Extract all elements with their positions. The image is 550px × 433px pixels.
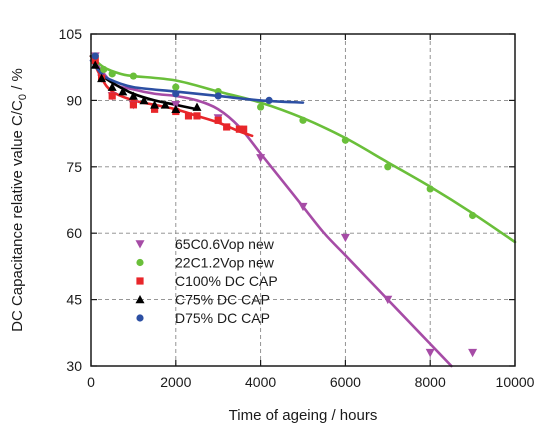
- data-point-series-4: [118, 87, 128, 96]
- x-tick-label: 6000: [330, 374, 361, 390]
- data-point-series-2: [129, 72, 137, 80]
- data-point-series-2: [469, 211, 477, 220]
- data-point-series-4: [192, 102, 202, 111]
- y-axis-label-subscript: 0: [17, 94, 29, 100]
- legend-label-4: C75% DC CAP: [175, 292, 270, 308]
- data-point-series-4: [97, 73, 107, 83]
- data-point-series-3: [235, 125, 243, 133]
- y-tick-label: 60: [66, 225, 82, 241]
- data-point-series-1: [298, 202, 308, 212]
- data-point-series-3: [223, 123, 231, 131]
- x-tick-label: 2000: [160, 374, 191, 390]
- data-markers: [90, 52, 478, 358]
- legend-label-2: 22C1.2Vop new: [175, 255, 275, 271]
- data-point-series-3: [108, 92, 116, 100]
- legend-label-3: C100% DC CAP: [175, 273, 278, 289]
- data-point-series-1: [425, 348, 435, 358]
- data-point-series-1: [383, 295, 393, 305]
- legend-label-1: 65C0.6Vop new: [175, 236, 275, 252]
- legend: 65C0.6Vop new 22C1.2Vop new C100% DC CAP C7…: [135, 236, 278, 326]
- legend-marker-1: [135, 240, 145, 249]
- data-point-series-3: [240, 125, 248, 133]
- data-point-series-2: [100, 65, 108, 74]
- x-tick-label: 0: [87, 374, 95, 390]
- y-tick-label: 30: [66, 358, 82, 374]
- data-point-series-3: [184, 112, 193, 120]
- data-point-series-4: [171, 104, 181, 114]
- fit-line-series-1: [89, 54, 453, 368]
- y-axis-label: DC Capacitance relative value C/C0 / %: [9, 68, 29, 332]
- data-point-series-3: [129, 101, 137, 109]
- x-tick-label: 4000: [245, 374, 276, 390]
- data-point-series-2: [299, 116, 307, 124]
- y-tick-label: 90: [66, 92, 82, 108]
- data-point-series-1: [256, 154, 266, 163]
- data-point-series-2: [341, 136, 349, 144]
- data-point-series-5: [265, 96, 273, 104]
- plot-area-frame: [90, 33, 516, 367]
- data-point-series-4: [90, 60, 100, 69]
- data-point-series-2: [426, 185, 434, 193]
- data-point-series-2: [384, 163, 392, 171]
- legend-marker-3: [136, 277, 144, 285]
- data-point-series-2: [172, 83, 180, 91]
- data-point-series-5: [91, 52, 99, 60]
- data-point-series-2: [257, 103, 265, 111]
- y-tick-label: 45: [66, 292, 82, 308]
- axis-ticks: 0 2000 4000 6000 8000 10000 30 45 60 75 90 105: [59, 26, 535, 390]
- y-tick-label: 75: [66, 159, 82, 175]
- data-point-series-5: [172, 90, 180, 98]
- legend-marker-4: [135, 295, 145, 304]
- data-point-series-4: [160, 100, 170, 109]
- x-tick-label: 10000: [496, 374, 535, 390]
- legend-marker-2: [136, 258, 144, 267]
- data-point-series-4: [128, 91, 138, 100]
- y-axis-label-unit: / %: [9, 68, 26, 94]
- data-point-series-1: [468, 348, 478, 358]
- x-axis-label: Time of ageing / hours: [229, 407, 378, 424]
- x-tick-label: 8000: [415, 374, 446, 390]
- y-axis-label-main: DC Capacitance relative value C/C: [9, 100, 26, 332]
- data-point-series-4: [150, 100, 160, 109]
- data-point-series-3: [193, 112, 201, 120]
- data-point-series-1: [340, 233, 350, 243]
- data-point-series-3: [214, 116, 222, 124]
- legend-label-5: D75% DC CAP: [175, 310, 270, 326]
- data-point-series-2: [108, 70, 116, 78]
- legend-marker-5: [136, 314, 144, 322]
- data-point-series-4: [139, 95, 149, 105]
- fit-line-series-2: [89, 54, 517, 244]
- grid: [91, 34, 515, 366]
- y-tick-label: 105: [59, 26, 83, 42]
- data-point-series-5: [214, 92, 222, 100]
- data-point-series-4: [107, 82, 117, 91]
- data-point-series-3: [151, 105, 159, 113]
